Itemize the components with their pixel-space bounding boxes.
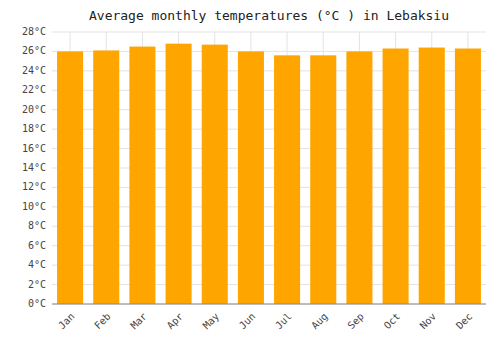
x-tick-label: Dec bbox=[454, 311, 475, 332]
x-tick-label: Oct bbox=[382, 311, 403, 332]
bar bbox=[202, 45, 228, 304]
bar bbox=[129, 47, 155, 304]
x-tick-label: Apr bbox=[165, 311, 186, 332]
chart: 0°C 2°C 4°C 6°C 8°C 10°C 12°C 14°C 16°C 18°C 20°C 2… bbox=[0, 0, 500, 350]
bar bbox=[274, 55, 300, 304]
y-tick-label: 2°C bbox=[28, 279, 46, 290]
y-tick-label: 14°C bbox=[22, 162, 46, 173]
y-tick-label: 6°C bbox=[28, 240, 46, 251]
bar bbox=[419, 48, 445, 304]
bar bbox=[166, 44, 192, 304]
y-grid-line bbox=[52, 304, 486, 305]
x-tick-label: Mar bbox=[128, 311, 149, 332]
grid bbox=[52, 32, 486, 304]
y-grid-line bbox=[52, 32, 486, 33]
y-tick-label: 22°C bbox=[22, 84, 46, 95]
y-tick-label: 4°C bbox=[28, 259, 46, 270]
y-tick-label: 10°C bbox=[22, 201, 46, 212]
bars bbox=[57, 44, 481, 304]
x-tick-label: May bbox=[201, 311, 222, 332]
x-axis-line bbox=[52, 304, 486, 305]
y-tick-label: 0°C bbox=[28, 298, 46, 309]
x-tick-label: Jul bbox=[273, 311, 294, 332]
bar bbox=[346, 51, 372, 304]
y-tick-label: 12°C bbox=[22, 181, 46, 192]
x-tick-label: Nov bbox=[418, 311, 439, 332]
bar bbox=[383, 49, 409, 304]
y-tick-label: 24°C bbox=[22, 65, 46, 76]
x-tick-label: Aug bbox=[309, 311, 330, 332]
y-tick-label: 16°C bbox=[22, 143, 46, 154]
bar bbox=[93, 50, 119, 304]
x-tick-label: Sep bbox=[345, 311, 366, 332]
y-tick-label: 8°C bbox=[28, 220, 46, 231]
x-tick-label: Feb bbox=[92, 311, 113, 332]
y-tick-label: 26°C bbox=[22, 45, 46, 56]
x-tick-label: Jun bbox=[237, 311, 258, 332]
x-tick-label: Jan bbox=[56, 311, 77, 332]
y-tick-label: 20°C bbox=[22, 104, 46, 115]
y-tick-label: 18°C bbox=[22, 123, 46, 134]
y-tick-label: 28°C bbox=[22, 26, 46, 37]
bar bbox=[57, 51, 83, 304]
chart-container: 0°C 2°C 4°C 6°C 8°C 10°C 12°C 14°C 16°C 18°C 20°C 2… bbox=[0, 0, 500, 350]
bar bbox=[238, 51, 264, 304]
bar bbox=[455, 49, 481, 304]
bar bbox=[310, 55, 336, 304]
title: Average monthly temperatures (°C ) in Le… bbox=[89, 8, 449, 23]
